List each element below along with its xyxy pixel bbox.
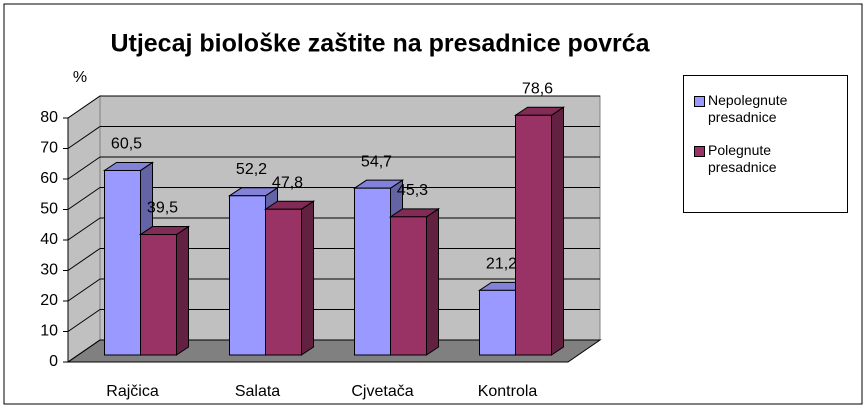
y-tick-label: 40 [40, 231, 58, 248]
grid-line [67, 217, 101, 241]
bar-top-shade [104, 162, 153, 171]
y-tick-label: 0 [49, 353, 58, 370]
data-label: 21,2 [486, 256, 517, 273]
y-tick-label: 30 [40, 262, 58, 279]
data-label: 39,5 [147, 200, 178, 217]
bar [140, 234, 177, 356]
grid-line [67, 126, 101, 149]
bar [104, 169, 141, 356]
y-tick-label: 60 [40, 170, 58, 187]
bar [354, 187, 391, 356]
bar-top-shade [265, 201, 314, 210]
legend-label: Nepolegnute presadnice [708, 92, 788, 125]
data-label: 60,5 [111, 136, 142, 153]
y-tick-label: 20 [40, 292, 58, 309]
bar-side-shade [551, 107, 564, 356]
grid-line [67, 278, 101, 302]
bar [515, 114, 552, 356]
chart-title: Utjecaj biološke zaštite na presadnice p… [110, 30, 650, 58]
legend: Nepolegnute presadnice Polegnute presadni… [683, 75, 848, 213]
legend-label: Polegnute presadnice [708, 142, 777, 175]
grid-line [67, 309, 101, 332]
grid-line [67, 339, 101, 363]
x-tick-label: Cjvetača [351, 383, 413, 400]
data-label: 52,2 [236, 161, 267, 178]
bar-top-shade [140, 226, 189, 235]
y-tick-label: 10 [40, 323, 58, 340]
bar [390, 216, 427, 356]
x-tick-label: Kontrola [478, 383, 538, 400]
bar-side-shade [301, 201, 314, 355]
bar-top-shade [354, 180, 403, 189]
data-label: 45,3 [397, 182, 428, 199]
bar-top-shade [515, 107, 564, 116]
legend-swatch [694, 146, 705, 157]
y-axis-label: % [73, 69, 87, 86]
grid-line [67, 156, 101, 180]
grid-line [67, 248, 101, 271]
bar [265, 208, 302, 356]
x-tick-label: Rajčica [106, 383, 159, 400]
data-label: 78,6 [522, 80, 553, 97]
y-tick-label: 50 [40, 201, 58, 218]
data-label: 54,7 [361, 153, 392, 170]
bar [479, 289, 516, 356]
legend-item: Polegnute presadnice [694, 142, 847, 176]
legend-item: Nepolegnute presadnice [694, 92, 847, 126]
legend-swatch [694, 96, 705, 107]
bar-top-shade [229, 187, 278, 196]
y-tick-label: 70 [40, 140, 58, 157]
bar-side-shade [176, 226, 189, 355]
bar [229, 195, 266, 356]
x-tick-label: Salata [235, 383, 280, 400]
grid-line [67, 95, 101, 119]
data-label: 47,8 [272, 174, 303, 191]
bar-side-shade [426, 208, 439, 355]
y-tick-label: 80 [40, 109, 58, 126]
bar-top-shade [390, 208, 439, 217]
grid-line [67, 187, 101, 210]
